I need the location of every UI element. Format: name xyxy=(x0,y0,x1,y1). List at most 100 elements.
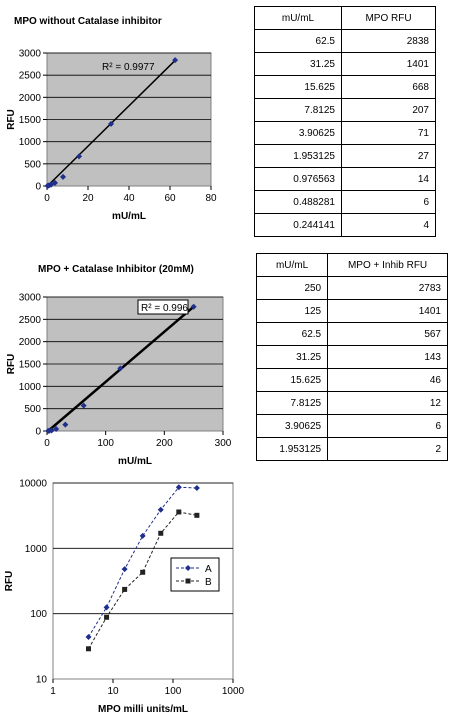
table-cell: 62.5 xyxy=(254,29,342,53)
table-row: 62.5 567 xyxy=(255,322,448,346)
data-point-A xyxy=(175,484,182,491)
x-tick-label: 80 xyxy=(205,193,217,204)
table-cell: 3.90625 xyxy=(254,121,342,145)
table-row: 15.625 46 xyxy=(255,368,448,392)
table-cell: 27 xyxy=(341,144,436,168)
table-cell: 3.90625 xyxy=(255,414,329,438)
column-header: mU/mL xyxy=(255,253,329,277)
table-cell: 143 xyxy=(327,345,448,369)
y-axis-label: RFU xyxy=(6,109,17,130)
y-tick-label: 3000 xyxy=(19,293,42,304)
y-tick-label: 500 xyxy=(24,404,41,415)
table-cell: 2783 xyxy=(327,276,448,300)
table1: mU/mL MPO RFU 62.5 2838 31.25 1401 15.625 668 7.… xyxy=(254,6,436,237)
legend-label: A xyxy=(205,564,212,575)
table-cell: 1401 xyxy=(327,299,448,323)
table-cell: 1401 xyxy=(341,52,436,76)
table-cell: 14 xyxy=(341,167,436,191)
r-squared-label: R² = 0.996 xyxy=(141,303,188,314)
x-tick-label: 0 xyxy=(44,438,50,449)
table-row: 7.8125 12 xyxy=(255,391,448,415)
y-tick-label: 10000 xyxy=(19,479,47,490)
y-tick-label: 0 xyxy=(35,427,41,438)
y-tick-label: 1000 xyxy=(19,382,42,393)
data-point xyxy=(172,57,179,64)
y-tick-label: 3000 xyxy=(19,49,42,60)
x-tick-label: 200 xyxy=(156,438,173,449)
table-row: 0.488281 6 xyxy=(254,190,436,214)
chart1: 0 500 1000 1500 2000 2500 3000 0 20 40 60 80 R² = 0.… xyxy=(6,49,217,223)
data-point-B xyxy=(86,646,92,652)
data-point xyxy=(62,421,69,428)
x-tick-label: 300 xyxy=(215,438,232,449)
data-point-A xyxy=(193,484,200,491)
x-tick-label: 20 xyxy=(82,193,94,204)
y-tick-label: 2500 xyxy=(19,315,42,326)
chart1-title: MPO without Catalase inhibitor xyxy=(14,16,162,27)
table-cell: 15.625 xyxy=(255,368,329,392)
legend-label: B xyxy=(205,577,212,588)
r-squared-label: R² = 0.9977 xyxy=(102,62,155,73)
table-row: 31.25 1401 xyxy=(254,52,436,76)
table-cell: 1.953125 xyxy=(255,437,329,461)
y-tick-label: 10 xyxy=(36,675,48,686)
x-tick-label: 100 xyxy=(165,686,182,697)
x-axis-label: mU/mL xyxy=(118,456,152,467)
chart2: 0 500 1000 1500 2000 2500 3000 0 100 200 300 R² = 0… xyxy=(6,293,232,468)
legend-marker xyxy=(185,565,191,571)
data-point xyxy=(80,402,87,409)
table-cell: 31.25 xyxy=(255,345,329,369)
table-cell: 15.625 xyxy=(254,75,342,99)
x-tick-label: 1000 xyxy=(222,686,245,697)
table-row: 7.8125 207 xyxy=(254,98,436,122)
x-axis-label: MPO milli units/mL xyxy=(98,704,188,715)
table-header-row: mU/mL MPO + Inhib RFU xyxy=(255,253,448,277)
table-row: 31.25 143 xyxy=(255,345,448,369)
table-cell: 0.976563 xyxy=(254,167,342,191)
data-point-B xyxy=(104,614,110,620)
data-point-B xyxy=(194,512,200,518)
data-point xyxy=(117,365,124,372)
y-tick-label: 2000 xyxy=(19,337,42,348)
table-cell: 2838 xyxy=(341,29,436,53)
table-cell: 250 xyxy=(255,276,329,300)
table-cell: 46 xyxy=(327,368,448,392)
data-point-B xyxy=(176,509,182,515)
column-header: mU/mL xyxy=(254,6,342,30)
table-row: 1.953125 2 xyxy=(255,437,448,461)
data-point-A xyxy=(103,604,110,611)
data-point-B xyxy=(140,569,146,575)
data-point-A xyxy=(139,532,146,539)
data-point xyxy=(44,182,51,189)
legend-box xyxy=(170,557,220,592)
table-cell: 207 xyxy=(341,98,436,122)
data-point xyxy=(60,173,67,180)
y-tick-label: 1500 xyxy=(19,360,42,371)
data-point xyxy=(53,425,60,432)
table-row: 3.90625 71 xyxy=(254,121,436,145)
table-row: 0.244141 4 xyxy=(254,213,436,237)
chart2-title: MPO + Catalase Inhibitor (20mM) xyxy=(38,264,194,275)
y-tick-label: 100 xyxy=(30,609,47,620)
data-point xyxy=(45,427,52,434)
r-squared-box xyxy=(137,299,189,315)
table-cell: 7.8125 xyxy=(254,98,342,122)
y-tick-label: 500 xyxy=(24,159,41,170)
table-row: 125 1401 xyxy=(255,299,448,323)
table-header-row: mU/mL MPO RFU xyxy=(254,6,436,30)
y-tick-label: 1000 xyxy=(19,137,42,148)
data-point-B xyxy=(158,530,164,536)
data-point xyxy=(76,153,83,160)
table-cell: 4 xyxy=(341,213,436,237)
y-tick-label: 2000 xyxy=(19,93,42,104)
data-point xyxy=(108,120,115,127)
table-row: 250 2783 xyxy=(255,276,448,300)
y-tick-label: 2500 xyxy=(19,71,42,82)
data-point xyxy=(190,303,197,310)
x-tick-label: 1 xyxy=(50,686,56,697)
x-tick-label: 0 xyxy=(44,193,50,204)
y-tick-label: 0 xyxy=(35,182,41,193)
x-tick-label: 40 xyxy=(123,193,135,204)
column-header: MPO + Inhib RFU xyxy=(327,253,448,277)
y-axis-label: RFU xyxy=(4,571,15,592)
